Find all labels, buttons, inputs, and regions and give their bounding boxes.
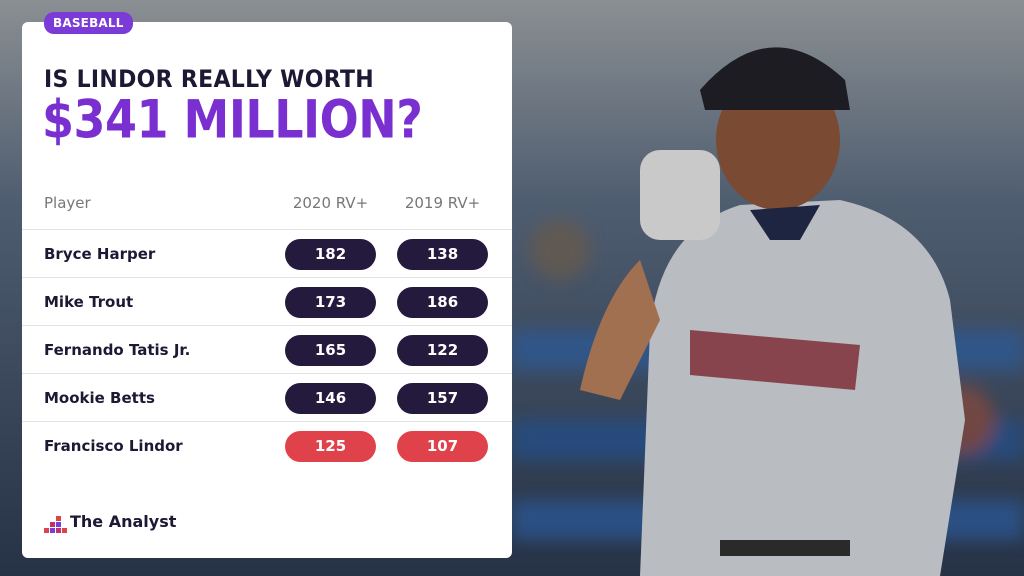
player-name: Francisco Lindor <box>44 437 183 455</box>
table-row: Mike Trout 173 186 <box>22 277 512 326</box>
title-highlight: $341 MILLION? <box>42 88 423 151</box>
rv-value: 122 <box>397 335 488 366</box>
title: IS LINDOR REALLY WORTH <box>44 66 375 94</box>
rv-value: 107 <box>397 431 488 462</box>
player-name: Bryce Harper <box>44 245 156 263</box>
player-name: Mike Trout <box>44 293 134 311</box>
rv-value: 138 <box>397 239 488 270</box>
rv-value: 165 <box>285 335 376 366</box>
column-header: 2020 RV+ <box>292 194 369 212</box>
player-name: Fernando Tatis Jr. <box>44 341 191 359</box>
logo <box>44 516 67 533</box>
rv-value: 173 <box>285 287 376 318</box>
table-row: Mookie Betts 146 157 <box>22 373 512 422</box>
brand: The Analyst <box>70 512 177 531</box>
column-header: Player <box>44 194 91 212</box>
player-name: Mookie Betts <box>44 389 155 407</box>
badge: BASEBALL <box>44 12 133 34</box>
table-row: Francisco Lindor 125 107 <box>22 421 512 470</box>
rv-value: 186 <box>397 287 488 318</box>
rv-value: 157 <box>397 383 488 414</box>
card: BASEBALL IS LINDOR REALLY WORTH $341 MIL… <box>22 12 512 558</box>
rv-value: 125 <box>285 431 376 462</box>
player-figure <box>580 47 965 576</box>
column-header: 2019 RV+ <box>404 194 481 212</box>
table-row: Fernando Tatis Jr. 165 122 <box>22 325 512 374</box>
table-row: Bryce Harper 182 138 <box>22 229 512 278</box>
rv-value: 146 <box>285 383 376 414</box>
rv-value: 182 <box>285 239 376 270</box>
